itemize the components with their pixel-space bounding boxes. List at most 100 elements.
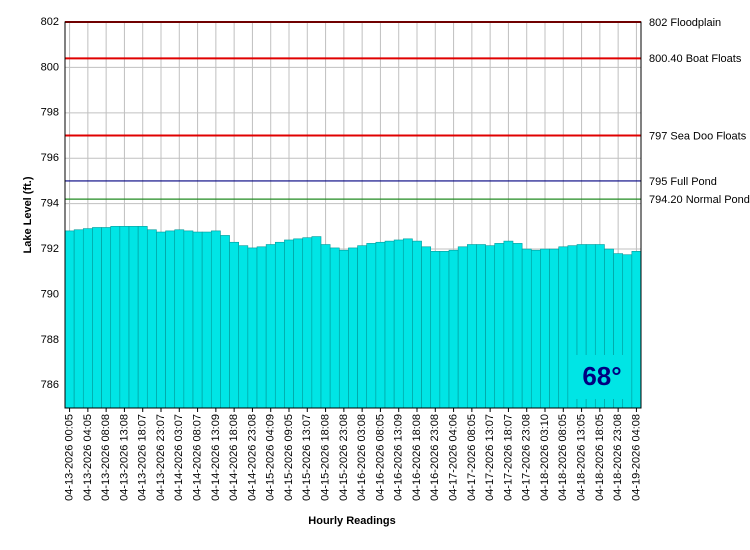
bar bbox=[64, 230, 75, 409]
x-tick-label: 04-13-2026 08:08 bbox=[100, 414, 112, 501]
bar bbox=[274, 241, 285, 409]
reference-label: 794.20 Normal Pond bbox=[649, 194, 750, 206]
bar bbox=[265, 244, 276, 409]
y-tick-label: 798 bbox=[41, 107, 59, 119]
bar bbox=[338, 249, 349, 409]
x-tick-label: 04-16-2026 13:09 bbox=[393, 414, 405, 501]
bar bbox=[448, 249, 459, 409]
reference-label: 797 Sea Doo Floats bbox=[649, 130, 747, 142]
x-tick-label: 04-13-2026 23:07 bbox=[155, 414, 167, 501]
x-tick-label: 04-14-2026 03:07 bbox=[173, 414, 185, 501]
bar bbox=[329, 247, 340, 409]
bar bbox=[375, 241, 386, 409]
annotation-box bbox=[576, 355, 628, 399]
x-tick-label: 04-14-2026 23:08 bbox=[246, 414, 258, 501]
x-tick-label: 04-18-2026 18:05 bbox=[594, 414, 606, 501]
reference-label: 795 Full Pond bbox=[649, 176, 717, 188]
bar bbox=[256, 246, 267, 409]
x-axis-title: Hourly Readings bbox=[308, 515, 395, 527]
annotation: 68° bbox=[582, 361, 621, 391]
bar bbox=[119, 226, 130, 409]
bar bbox=[82, 228, 93, 409]
reference-label: 800.40 Boat Floats bbox=[649, 53, 742, 65]
bar bbox=[558, 246, 569, 409]
bar bbox=[210, 230, 221, 409]
x-tick-label: 04-15-2026 09:05 bbox=[283, 414, 295, 501]
bar bbox=[384, 240, 395, 409]
y-tick-label: 792 bbox=[41, 243, 59, 255]
x-tick-label: 04-17-2026 04:06 bbox=[447, 414, 459, 501]
bar bbox=[92, 227, 102, 409]
bar bbox=[201, 231, 212, 409]
bar bbox=[110, 226, 121, 409]
y-tick-label: 790 bbox=[41, 288, 59, 300]
x-tick-label: 04-15-2026 23:08 bbox=[338, 414, 350, 501]
bar bbox=[512, 243, 523, 409]
x-tick-label: 04-13-2026 04:05 bbox=[82, 414, 94, 501]
x-tick-label: 04-19-2026 04:08 bbox=[630, 414, 642, 501]
bar bbox=[530, 249, 541, 409]
y-tick-label: 802 bbox=[41, 16, 59, 28]
x-tick-label: 04-16-2026 03:08 bbox=[356, 414, 368, 501]
bar bbox=[128, 226, 139, 409]
bar bbox=[503, 240, 514, 409]
bar bbox=[485, 245, 496, 409]
bar bbox=[73, 229, 84, 409]
bar bbox=[348, 247, 358, 409]
plot-frame bbox=[64, 21, 642, 409]
bar bbox=[366, 243, 377, 409]
bar bbox=[183, 230, 194, 409]
bar bbox=[247, 247, 258, 409]
bar bbox=[165, 230, 176, 409]
bar bbox=[494, 243, 505, 409]
bar bbox=[311, 236, 322, 409]
bar bbox=[421, 246, 432, 409]
bar bbox=[238, 245, 249, 409]
bar bbox=[457, 246, 468, 409]
x-tick-label: 04-18-2026 03:10 bbox=[539, 414, 551, 501]
x-tick-label: 04-16-2026 08:05 bbox=[374, 414, 386, 501]
x-tick-label: 04-16-2026 18:08 bbox=[411, 414, 423, 501]
y-tick-label: 796 bbox=[41, 152, 59, 164]
bar bbox=[284, 239, 294, 409]
x-tick-label: 04-14-2026 18:08 bbox=[228, 414, 240, 501]
bar bbox=[393, 239, 404, 409]
bar bbox=[402, 238, 413, 409]
bar bbox=[229, 241, 240, 409]
y-tick-label: 788 bbox=[41, 334, 59, 346]
bar bbox=[156, 231, 166, 409]
x-tick-label: 04-16-2026 23:08 bbox=[429, 414, 441, 501]
x-tick-label: 04-15-2026 04:09 bbox=[265, 414, 277, 501]
bar bbox=[476, 244, 486, 409]
bar bbox=[220, 235, 230, 409]
bar bbox=[174, 229, 185, 409]
bar bbox=[430, 251, 441, 409]
bar bbox=[521, 248, 532, 409]
bar bbox=[293, 238, 304, 409]
bar bbox=[357, 245, 368, 409]
bar bbox=[320, 244, 331, 409]
x-tick-label: 04-17-2026 08:05 bbox=[466, 414, 478, 501]
x-tick-label: 04-18-2026 13:05 bbox=[575, 414, 587, 501]
bar bbox=[302, 237, 313, 409]
x-tick-label: 04-15-2026 13:07 bbox=[301, 414, 313, 501]
x-tick-label: 04-18-2026 23:08 bbox=[612, 414, 624, 501]
bar bbox=[412, 240, 422, 409]
bar bbox=[540, 248, 550, 409]
x-tick-label: 04-13-2026 18:07 bbox=[137, 414, 149, 501]
bar bbox=[101, 227, 112, 409]
y-tick-label: 800 bbox=[41, 61, 59, 73]
bar bbox=[439, 251, 450, 409]
y-axis-title: Lake Level (ft.) bbox=[22, 176, 34, 253]
x-tick-label: 04-17-2026 13:07 bbox=[484, 414, 496, 501]
x-tick-label: 04-13-2026 13:08 bbox=[118, 414, 130, 501]
y-tick-label: 786 bbox=[41, 379, 59, 391]
x-tick-label: 04-17-2026 23:08 bbox=[521, 414, 533, 501]
bar bbox=[146, 229, 157, 409]
bar bbox=[631, 251, 642, 409]
x-tick-label: 04-17-2026 18:07 bbox=[502, 414, 514, 501]
x-tick-label: 04-13-2026 00:05 bbox=[63, 414, 75, 501]
bar bbox=[567, 245, 578, 409]
bar bbox=[192, 231, 203, 409]
